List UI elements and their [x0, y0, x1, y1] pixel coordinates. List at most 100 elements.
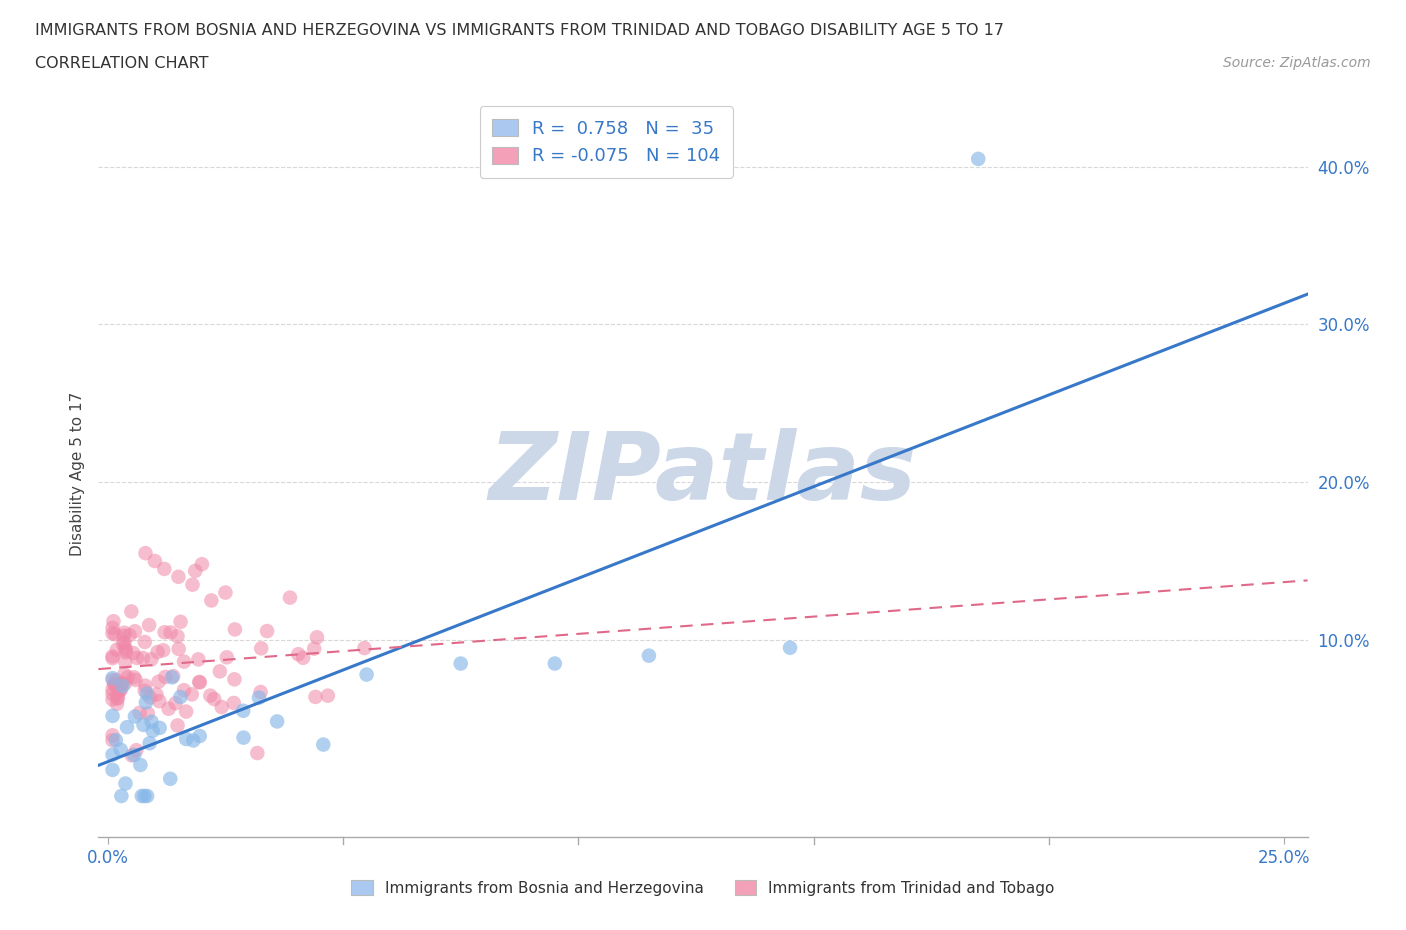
Point	[125, 650, 148, 665]
Point	[162, 669, 184, 684]
Point	[141, 652, 163, 667]
Point	[125, 743, 148, 758]
Point	[247, 690, 270, 705]
Point	[148, 674, 170, 689]
Point	[122, 645, 145, 660]
Point	[104, 627, 127, 642]
Point	[222, 696, 245, 711]
Point	[138, 618, 160, 632]
Point	[129, 758, 152, 773]
Point	[302, 641, 325, 656]
Point	[112, 629, 135, 644]
Point	[167, 642, 190, 657]
Point	[103, 614, 125, 629]
Point	[166, 629, 188, 644]
Point	[312, 737, 335, 752]
Point	[142, 724, 165, 738]
Point	[114, 644, 136, 659]
Point	[105, 643, 128, 658]
Point	[187, 652, 209, 667]
Point	[167, 569, 190, 584]
Point	[110, 742, 132, 757]
Point	[188, 674, 211, 689]
Point	[181, 733, 204, 748]
Point	[145, 687, 167, 702]
Point	[316, 688, 339, 703]
Point	[153, 562, 176, 577]
Point	[118, 628, 141, 643]
Point	[153, 625, 176, 640]
Point	[450, 656, 472, 671]
Point	[134, 546, 156, 561]
Point	[124, 709, 146, 724]
Point	[779, 641, 801, 656]
Point	[134, 678, 156, 693]
Point	[114, 776, 136, 790]
Point	[157, 701, 180, 716]
Point	[155, 670, 177, 684]
Point	[353, 641, 375, 656]
Point	[110, 789, 132, 804]
Text: ZIPatlas: ZIPatlas	[489, 429, 917, 520]
Point	[101, 728, 124, 743]
Point	[139, 690, 162, 705]
Point	[101, 686, 124, 701]
Point	[101, 651, 124, 666]
Point	[138, 736, 160, 751]
Point	[249, 684, 271, 699]
Point	[967, 152, 990, 166]
Point	[120, 604, 142, 619]
Point	[174, 732, 197, 747]
Point	[105, 697, 128, 711]
Point	[110, 683, 132, 698]
Point	[188, 675, 211, 690]
Point	[159, 625, 181, 640]
Point	[256, 624, 278, 639]
Point	[638, 648, 661, 663]
Point	[117, 670, 139, 684]
Point	[101, 692, 124, 707]
Point	[122, 748, 145, 763]
Point	[114, 676, 136, 691]
Legend: Immigrants from Bosnia and Herzegovina, Immigrants from Trinidad and Tobago: Immigrants from Bosnia and Herzegovina, …	[346, 874, 1060, 902]
Point	[287, 646, 309, 661]
Point	[202, 692, 225, 707]
Point	[166, 718, 188, 733]
Y-axis label: Disability Age 5 to 17: Disability Age 5 to 17	[69, 392, 84, 556]
Point	[101, 672, 124, 687]
Point	[215, 650, 238, 665]
Point	[191, 557, 214, 572]
Point	[266, 714, 288, 729]
Point	[108, 684, 131, 698]
Point	[181, 578, 204, 592]
Point	[173, 654, 195, 669]
Point	[146, 644, 169, 659]
Point	[124, 624, 146, 639]
Point	[544, 656, 567, 671]
Point	[134, 684, 156, 698]
Point	[292, 650, 315, 665]
Point	[165, 696, 187, 711]
Point	[101, 682, 124, 697]
Point	[128, 705, 150, 720]
Text: CORRELATION CHART: CORRELATION CHART	[35, 56, 208, 71]
Point	[232, 730, 254, 745]
Point	[136, 789, 159, 804]
Point	[105, 686, 128, 701]
Point	[115, 720, 138, 735]
Point	[115, 643, 138, 658]
Point	[169, 615, 191, 630]
Point	[104, 733, 127, 748]
Point	[224, 671, 246, 686]
Point	[112, 625, 135, 640]
Point	[148, 694, 170, 709]
Point	[169, 689, 191, 704]
Point	[112, 635, 135, 650]
Point	[101, 620, 124, 635]
Point	[101, 763, 124, 777]
Point	[110, 676, 132, 691]
Point	[107, 691, 129, 706]
Point	[114, 654, 136, 669]
Point	[101, 733, 124, 748]
Point	[101, 709, 124, 724]
